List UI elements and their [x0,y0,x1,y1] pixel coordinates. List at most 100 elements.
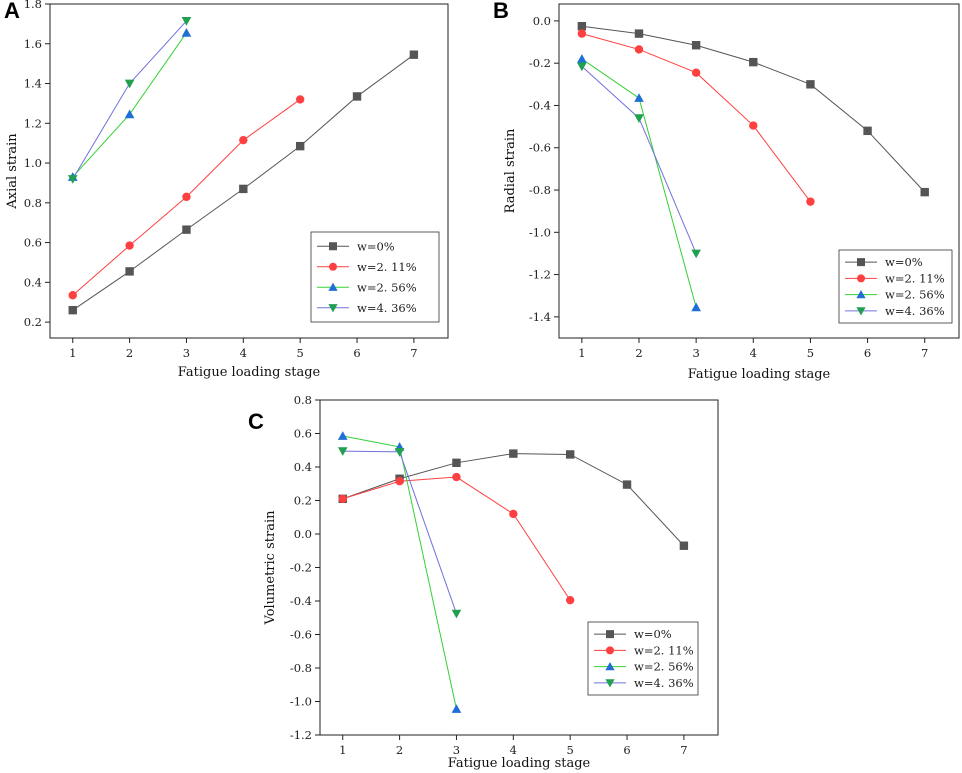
y-tick-label-b-0: 0.0 [533,14,551,28]
x-tick-label-a-6: 6 [353,346,360,360]
legend-marker-b-1 [857,274,865,283]
data-point-b-0-1 [634,29,644,38]
y-tick-label-b-7: -1.4 [529,310,551,324]
legend-marker-c-2 [605,662,615,671]
data-point-a-0-4 [295,141,305,151]
x-tick-label-b-4: 4 [750,346,757,360]
data-point-c-0-2 [452,458,461,468]
legend-label-b-3: w=4. 36% [885,304,945,318]
x-tick-label-a-4: 4 [240,346,247,360]
y-tick-label-a-5: 1.2 [24,116,42,130]
data-point-c-0-6 [679,541,689,550]
data-point-c-1-2 [452,472,461,482]
data-point-b-3-0 [577,62,587,72]
y-tick-label-a-0: 0.2 [24,315,42,329]
data-point-a-1-1 [125,241,134,250]
plot-frame-b [558,3,960,339]
data-point-c-0-4 [565,450,575,459]
x-tick-label-b-3: 3 [692,346,699,360]
x-tick-label-b-1: 1 [578,346,585,360]
legend-label-a-0: w=0% [357,239,395,253]
legend-label-b-1: w=2. 11% [885,271,945,285]
x-tick-label-a-3: 3 [183,346,190,360]
legend-label-a-3: w=4. 36% [357,301,417,315]
plot-frame-a [49,3,449,339]
series-line-b-0 [581,25,926,193]
series-line-c-0 [342,453,685,547]
legend-c: w=0% w=2. 11% w=2. 56% w=4. 36% [587,621,699,696]
y-tick-label-a-7: 1.6 [24,37,42,51]
series-line-a-3 [72,20,187,180]
legend-label-b-2: w=2. 56% [885,288,945,302]
x-tick-label-a-1: 1 [69,346,76,360]
y-tick-label-b-6: -1.2 [529,268,551,282]
data-point-c-1-4 [565,595,575,605]
y-tick-label-c-7: -0.6 [290,628,312,642]
data-point-c-2-0 [337,431,348,440]
y-tick-label-c-8: -0.8 [290,661,312,675]
x-tick-label-a-2: 2 [126,346,133,360]
y-tick-label-b-1: -0.2 [529,56,551,70]
y-tick-label-a-3: 0.8 [24,196,42,210]
data-point-b-0-6 [920,187,929,197]
x-tick-label-b-6: 6 [864,346,871,360]
y-tick-label-b-4: -0.8 [529,183,551,197]
chart-panel-b: B 1 2 3 4 5 6 7 0.0 -0.2 -0.4 -0.6 -0.8 -1.0 -1.2 -1.4 F… [493,0,960,382]
y-tick-label-a-2: 0.6 [24,236,42,250]
x-tick-label-c-6: 6 [623,743,630,757]
data-point-a-0-3 [239,184,248,194]
data-point-a-3-2 [181,17,192,26]
y-tick-label-c-2: 0.4 [294,460,312,474]
series-line-c-1 [342,476,571,601]
data-point-c-1-3 [509,509,518,519]
x-tick-label-a-5: 5 [297,346,304,360]
data-point-c-0-5 [622,480,632,489]
data-point-c-3-0 [337,447,348,456]
data-point-a-1-2 [182,192,191,202]
data-point-a-3-1 [124,79,135,89]
data-point-b-0-3 [749,57,758,67]
data-point-b-2-1 [634,93,644,102]
legend-label-a-1: w=2. 11% [357,260,417,274]
legend-marker-c-1 [606,646,614,655]
x-tick-label-c-2: 2 [396,743,403,757]
y-tick-label-c-9: -1.0 [290,695,312,709]
legend-marker-b-3 [856,307,866,316]
legend-label-a-2: w=2. 56% [357,280,417,294]
data-point-a-0-0 [68,305,77,315]
data-point-b-2-0 [577,54,587,63]
panel-letter-b: B [493,0,509,23]
legend-marker-a-1 [329,262,337,271]
x-tick-label-c-1: 1 [339,743,346,757]
y-tick-label-c-3: 0.2 [294,494,312,508]
y-tick-label-b-2: -0.4 [529,98,551,112]
x-tick-label-a-7: 7 [410,346,417,360]
legend-marker-a-2 [328,282,338,291]
y-tick-label-a-1: 0.4 [24,275,42,289]
y-tick-label-a-8: 1.8 [24,0,42,11]
data-point-b-1-4 [806,197,815,206]
data-point-a-0-2 [182,225,191,234]
data-point-a-1-4 [295,95,305,104]
data-point-c-3-2 [451,609,462,619]
x-tick-label-c-3: 3 [453,743,460,757]
legend-b: w=0% w=2. 11% w=2. 56% w=4. 36% [838,249,953,324]
data-point-b-2-2 [691,302,701,312]
x-tick-label-b-7: 7 [921,346,928,360]
data-point-b-1-3 [749,121,758,130]
data-point-c-0-3 [509,449,518,458]
chart-panel-a: A 1 2 3 4 5 6 7 0.2 0.4 0.6 0.8 1.0 1.2 1.4 1.6 1.8 Fatig… [4,0,449,380]
panel-letter-a: A [4,0,20,23]
legend-marker-b-0 [857,258,865,267]
legend-label-c-0: w=0% [634,627,672,641]
x-tick-label-c-4: 4 [510,743,517,757]
data-point-a-0-1 [125,267,134,276]
legend-label-c-2: w=2. 56% [634,660,694,674]
y-tick-label-c-0: 0.8 [294,393,312,407]
y-tick-label-c-5: -0.2 [290,561,312,575]
series-line-b-1 [581,33,811,202]
data-point-c-1-1 [395,477,404,486]
data-point-a-3-0 [67,175,78,184]
data-point-b-0-5 [863,126,872,136]
y-axis-title-b: Radial strain [503,128,518,213]
